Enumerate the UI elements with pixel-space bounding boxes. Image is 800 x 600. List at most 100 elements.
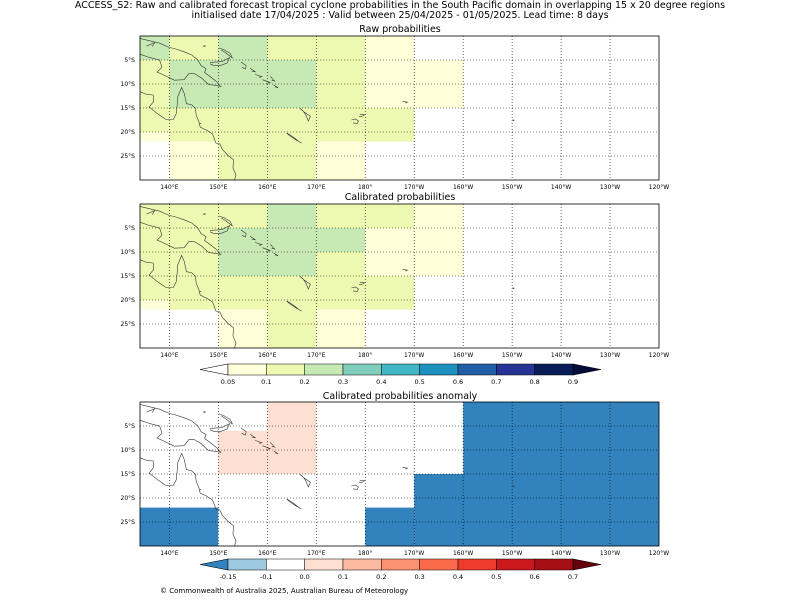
- colorbar-tick-label: 0.1: [261, 378, 271, 386]
- x-tick-label: 120°W: [649, 352, 669, 359]
- x-tick-label: 160°E: [258, 550, 276, 557]
- grid-cell: [218, 36, 268, 60]
- colorbar-segment: [227, 558, 267, 571]
- coastline: [358, 479, 366, 483]
- colorbar-segment: [227, 363, 267, 376]
- coastline: [146, 408, 156, 413]
- grid-cell: [316, 132, 415, 142]
- colorbar-tick-label: 0.2: [376, 573, 386, 581]
- colorbar-tick-label: 0.4: [376, 378, 386, 386]
- colorbar-segment: [457, 558, 497, 571]
- coastline: [219, 47, 233, 59]
- x-tick-label: 140°E: [160, 352, 178, 359]
- coastline: [358, 113, 366, 117]
- coastline: [250, 67, 256, 73]
- coastline: [203, 45, 206, 47]
- coastline: [146, 42, 156, 47]
- colorbar-tick-label: 0.4: [453, 573, 463, 581]
- colorbar-segment: [304, 363, 344, 376]
- panel-title-anomaly: Calibrated probabilities anomaly: [322, 391, 478, 402]
- panel-title-raw: Raw probabilities: [359, 24, 441, 35]
- y-tick-label: 10°S: [121, 249, 136, 256]
- colorbar-segment: [381, 363, 420, 376]
- colorbar-tick-label: 0.7: [491, 378, 501, 386]
- colorbar-tick-label: 0.6: [453, 378, 463, 386]
- colorbar-tick-label: 0.5: [414, 378, 424, 386]
- coastline: [250, 235, 256, 241]
- colorbar-tick-label: 0.8: [529, 378, 539, 386]
- coastline: [273, 252, 279, 257]
- coastline: [219, 413, 233, 425]
- colorbar-over-extension: [572, 558, 602, 571]
- y-tick-label: 10°S: [121, 447, 136, 454]
- grid-cell: [140, 507, 219, 546]
- colorbar-anomaly: -0.15 -0.1 0.0 0.1 0.2 0.3 0.4 0.5 0.6 0.7: [199, 558, 602, 581]
- x-tick-label: 150°E: [209, 352, 227, 359]
- panel-title-calibrated: Calibrated probabilities: [344, 192, 456, 203]
- coastline: [351, 484, 359, 490]
- colorbar-segment: [419, 363, 459, 376]
- grid-cell: [267, 309, 317, 348]
- grid-cell: [140, 132, 170, 142]
- coastline: [512, 119, 515, 122]
- grid-cell: [169, 108, 317, 132]
- x-tick-label: 150°E: [209, 184, 227, 191]
- coastline: [209, 56, 231, 67]
- coastline: [255, 440, 264, 444]
- grid-cell: [218, 430, 317, 474]
- x-tick-label: 140°E: [160, 550, 178, 557]
- colorbar-under-extension: [199, 363, 229, 376]
- colorbar-tick-label: 0.3: [338, 378, 348, 386]
- coastline: [402, 269, 409, 272]
- coastline: [209, 422, 231, 433]
- coastline: [139, 254, 237, 349]
- coastline: [512, 485, 515, 488]
- grid-cell: [218, 141, 317, 180]
- x-tick-label: 130°W: [600, 184, 620, 191]
- coastline: [262, 79, 272, 84]
- x-tick-label: 160°E: [258, 352, 276, 359]
- x-tick-label: 170°E: [307, 184, 325, 191]
- colorbar-under-extension: [199, 558, 229, 571]
- y-tick-label: 20°S: [121, 129, 136, 136]
- colorbar-segment: [419, 558, 459, 571]
- grid-cell: [316, 252, 366, 276]
- grid-cell: [169, 141, 219, 180]
- colorbar-segment: [266, 558, 305, 571]
- grid-cell: [267, 402, 317, 431]
- coastline: [269, 442, 276, 448]
- x-tick-label: 170°W: [404, 184, 424, 191]
- map-raw-probabilities: 140°E 150°E 160°E 170°E 180° 170°W 160°W 150°W 1…: [121, 35, 669, 191]
- copyright-footer: © Commonwealth of Australia 2025, Austra…: [160, 587, 409, 595]
- grid-cell: [414, 474, 659, 546]
- grid-cell: [316, 507, 366, 546]
- colorbar-tick-label: 0.7: [568, 573, 578, 581]
- x-tick-label: 160°W: [453, 352, 473, 359]
- y-tick-label: 25°S: [121, 153, 136, 160]
- coastline: [219, 215, 233, 227]
- colorbar-segment: [496, 558, 535, 571]
- grid-cell: [316, 84, 366, 108]
- grid-cell: [169, 132, 219, 142]
- x-tick-label: 150°W: [502, 184, 522, 191]
- colorbar-segment: [381, 558, 420, 571]
- colorbar-segment: [457, 363, 497, 376]
- x-tick-label: 140°W: [551, 184, 571, 191]
- grid-cell: [365, 36, 415, 60]
- grid-cell: [169, 36, 219, 60]
- grid-cell: [267, 204, 317, 228]
- grid-cell: [414, 402, 464, 431]
- coastline: [273, 450, 279, 455]
- coastline: [262, 445, 272, 450]
- colorbar-tick-label: 0.0: [299, 573, 309, 581]
- colorbar-tick-label: -0.15: [220, 573, 237, 581]
- x-tick-label: 180°: [358, 184, 372, 191]
- coastline: [255, 242, 264, 246]
- coastline: [402, 101, 409, 104]
- coastline: [273, 84, 279, 89]
- y-tick-label: 15°S: [121, 105, 136, 112]
- x-tick-label: 180°: [358, 352, 372, 359]
- colorbar-tick-label: 0.6: [529, 573, 539, 581]
- y-tick-label: 5°S: [124, 57, 135, 64]
- coastline: [299, 275, 311, 290]
